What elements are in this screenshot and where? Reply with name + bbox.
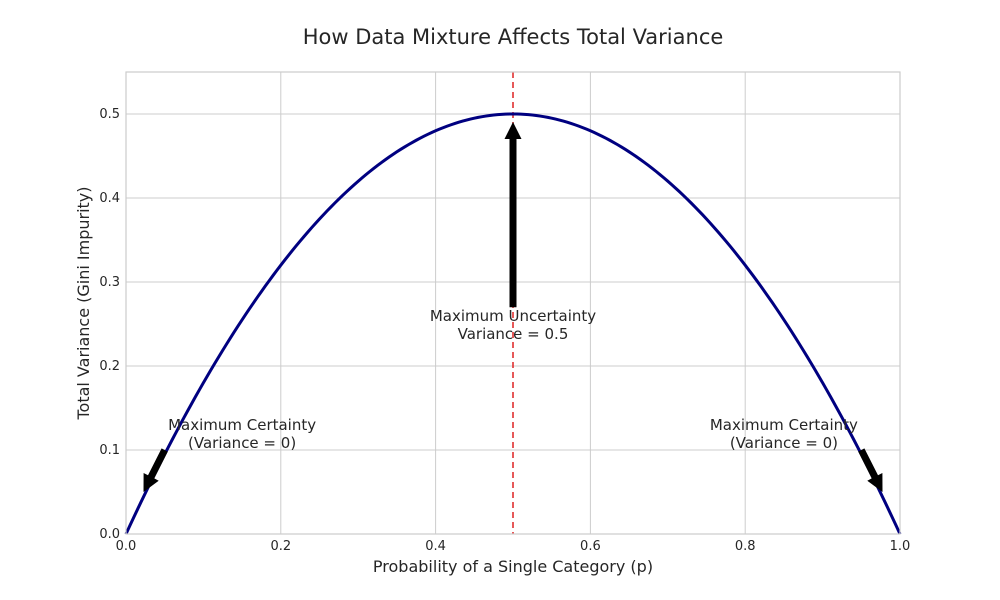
max-certainty-left-label: Maximum Certainty <box>168 416 316 434</box>
x-axis-label: Probability of a Single Category (p) <box>373 557 653 576</box>
max-certainty-right-arrow <box>858 448 883 492</box>
y-tick-label: 0.3 <box>99 275 120 290</box>
plot-frame <box>125 71 901 535</box>
max-certainty-right-label: Maximum Certainty <box>710 416 858 434</box>
max-certainty-left-arrow <box>143 448 168 492</box>
max-certainty-right-label: (Variance = 0) <box>730 434 838 452</box>
x-tick-label: 0.8 <box>735 539 756 554</box>
gini-curve <box>124 112 902 535</box>
max-uncertainty-label: Variance = 0.5 <box>458 325 569 343</box>
x-tick-label: 1.0 <box>890 539 911 554</box>
x-tick-label: 0.6 <box>580 539 601 554</box>
y-tick-label: 0.2 <box>99 359 120 374</box>
y-tick-label: 0.0 <box>99 527 120 542</box>
chart-title: How Data Mixture Affects Total Variance <box>303 25 724 49</box>
max-uncertainty-label: Maximum Uncertainty <box>430 307 596 325</box>
y-axis-label: Total Variance (Gini Impurity) <box>74 186 93 420</box>
x-tick-label: 0.0 <box>116 539 137 554</box>
max-uncertainty-arrow <box>504 122 522 308</box>
max-certainty-left-label: (Variance = 0) <box>188 434 296 452</box>
x-tick-label: 0.4 <box>425 539 446 554</box>
y-tick-label: 0.4 <box>99 191 120 206</box>
y-tick-label: 0.5 <box>99 107 120 122</box>
x-tick-label: 0.2 <box>270 539 291 554</box>
y-tick-label: 0.1 <box>99 443 120 458</box>
